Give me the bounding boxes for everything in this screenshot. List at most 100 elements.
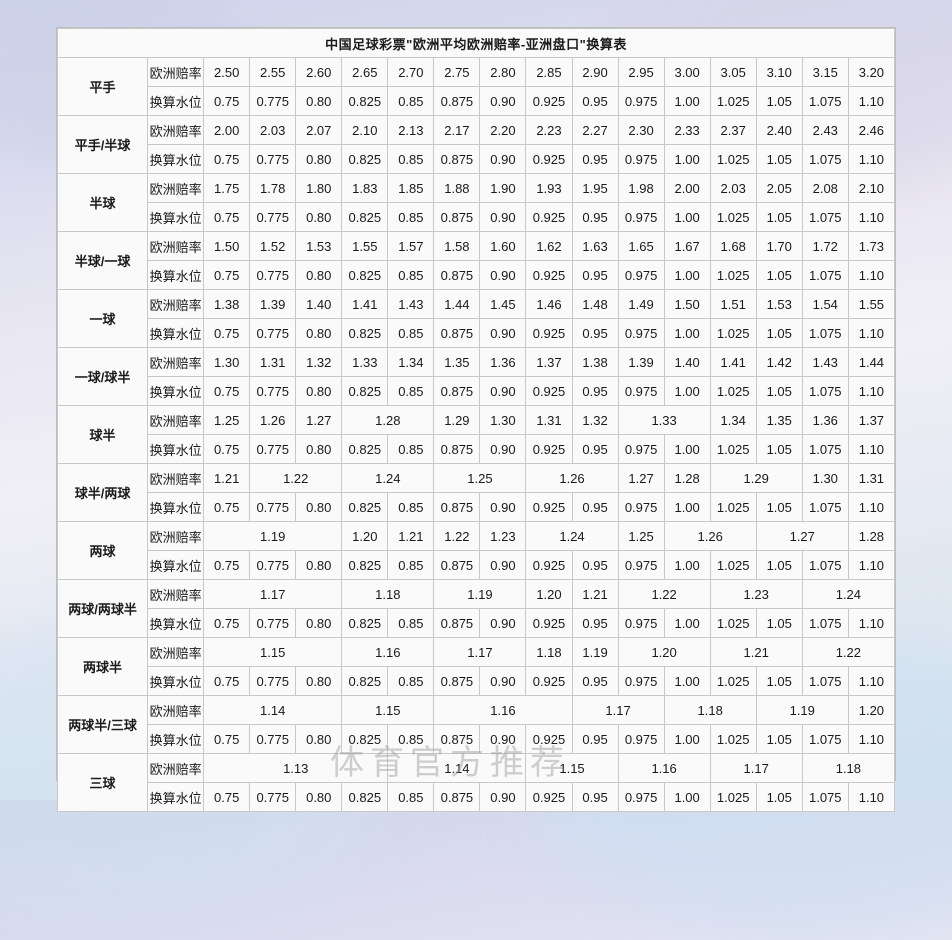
odds-cell: 1.83 [341,173,389,203]
odds-cell: 1.75 [203,173,251,203]
water-cell: 0.925 [525,318,573,348]
odds-cell: 2.10 [847,173,896,203]
table-row: 换算水位 0.75 0.775 0.80 0.825 0.85 0.875 0.90 0.925… [58,550,896,580]
row-subhead-water: 换算水位 [147,550,205,580]
water-cell: 0.925 [525,376,573,406]
water-cell: 1.05 [755,666,803,696]
odds-cell: 1.21 [571,579,619,609]
odds-cell: 1.49 [617,289,665,319]
water-cell: 1.00 [663,608,711,638]
odds-cell: 2.46 [847,115,896,145]
water-cell: 1.00 [663,666,711,696]
odds-cell: 2.27 [571,115,619,145]
water-cell: 0.75 [203,608,251,638]
odds-cell: 1.24 [525,521,619,551]
odds-cell: 1.27 [617,463,665,493]
water-cell: 0.875 [433,492,481,522]
water-cell: 1.00 [663,782,711,812]
water-cell: 0.75 [203,202,251,232]
water-cell: 0.975 [617,260,665,290]
odds-cell: 1.60 [479,231,527,261]
water-cell: 1.025 [709,434,757,464]
handicap-label: 两球半/三球 [56,695,149,754]
water-cell: 0.80 [295,666,343,696]
odds-cell: 1.40 [295,289,343,319]
odds-cell: 1.95 [571,173,619,203]
water-cell: 0.875 [433,782,481,812]
odds-cell: 2.50 [203,57,251,87]
odds-cell: 1.70 [755,231,803,261]
table-row: 三球 欧洲赔率 1.13 1.14 1.15 1.16 1.17 1.18 [56,753,896,812]
water-cell: 1.05 [755,318,803,348]
water-cell: 1.025 [709,318,757,348]
water-cell: 0.825 [341,434,389,464]
handicap-label: 半球 [56,173,149,232]
odds-cell: 1.50 [203,231,251,261]
odds-cell: 1.37 [525,347,573,377]
water-cell: 0.925 [525,434,573,464]
water-cell: 0.90 [479,260,527,290]
odds-cell: 1.41 [341,289,389,319]
water-cell: 0.75 [203,724,251,754]
water-cell: 1.025 [709,376,757,406]
water-cell: 1.025 [709,608,757,638]
table-row: 两球半/三球 欧洲赔率 1.14 1.15 1.16 1.17 1.18 1.19 1.20 [56,695,896,754]
odds-cell: 1.65 [617,231,665,261]
odds-cell: 2.20 [479,115,527,145]
water-cell: 0.95 [571,724,619,754]
odds-cell: 2.08 [801,173,849,203]
odds-cell: 1.28 [663,463,711,493]
odds-cell: 1.31 [525,405,573,435]
table-row: 两球半 欧洲赔率 1.15 1.16 1.17 1.18 1.19 1.20 1.21 1.22 [56,637,896,696]
handicap-label: 平手/半球 [56,115,149,174]
water-cell: 1.025 [709,260,757,290]
odds-cell: 1.37 [847,405,896,435]
water-cell: 0.80 [295,724,343,754]
water-cell: 0.80 [295,202,343,232]
water-cell: 1.075 [801,550,849,580]
water-cell: 0.975 [617,202,665,232]
water-cell: 0.925 [525,86,573,116]
water-cell: 1.075 [801,434,849,464]
water-cell: 0.825 [341,318,389,348]
table-row: 平手 欧洲赔率 2.50 2.55 2.60 2.65 2.70 2.75 2.80 2.85 2.… [56,57,896,116]
row-subhead-water: 换算水位 [147,260,205,290]
odds-cell: 3.15 [801,57,849,87]
water-cell: 0.90 [479,144,527,174]
odds-cell: 1.20 [617,637,711,667]
water-cell: 1.00 [663,376,711,406]
handicap-label: 球半/两球 [56,463,149,522]
water-cell: 0.75 [203,86,251,116]
table-row: 一球 欧洲赔率 1.38 1.39 1.40 1.41 1.43 1.44 1.45 1.46 1.… [56,289,896,348]
water-cell: 0.90 [479,782,527,812]
odds-cell: 1.54 [801,289,849,319]
water-cell: 1.00 [663,434,711,464]
water-cell: 0.775 [249,144,297,174]
table-row: 换算水位 0.75 0.775 0.80 0.825 0.85 0.875 0.90 0.925… [58,376,896,406]
water-cell: 0.825 [341,782,389,812]
odds-cell: 1.18 [663,695,757,725]
water-cell: 1.05 [755,608,803,638]
row-subhead-water: 换算水位 [147,376,205,406]
water-cell: 1.025 [709,202,757,232]
water-cell: 0.875 [433,260,481,290]
water-cell: 1.075 [801,144,849,174]
odds-cell: 1.16 [341,637,435,667]
row-subhead-odds: 欧洲赔率 [147,347,205,377]
odds-cell: 1.93 [525,173,573,203]
water-cell: 1.05 [755,260,803,290]
water-cell: 0.825 [341,608,389,638]
water-cell: 0.85 [387,202,435,232]
water-cell: 0.925 [525,724,573,754]
odds-cell: 1.36 [801,405,849,435]
water-cell: 0.825 [341,492,389,522]
handicap-label: 两球半 [56,637,149,696]
odds-cell: 1.17 [709,753,803,783]
water-cell: 1.10 [847,608,896,638]
water-cell: 0.85 [387,434,435,464]
odds-cell: 1.34 [709,405,757,435]
odds-cell: 2.17 [433,115,481,145]
odds-cell: 1.18 [341,579,435,609]
water-cell: 1.075 [801,608,849,638]
table-row: 换算水位 0.75 0.775 0.80 0.825 0.85 0.875 0.90 0.925… [58,202,896,232]
